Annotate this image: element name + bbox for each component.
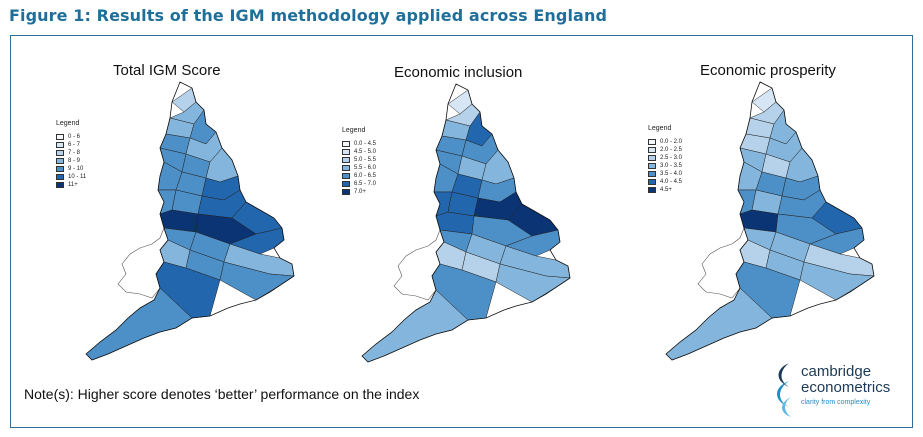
legend-swatch xyxy=(342,173,350,179)
map-economic-inclusion xyxy=(361,83,571,363)
legend-label: 6.5 - 7.0 xyxy=(354,181,377,187)
legend-label: 8 - 9 xyxy=(68,158,81,164)
legend-item: 7 - 8 xyxy=(56,149,86,157)
legend-item: 2.5 - 3.0 xyxy=(648,154,682,162)
england-outline xyxy=(361,83,571,363)
legend-swatch xyxy=(648,155,656,161)
legend-item: 3.0 - 3.5 xyxy=(648,162,682,170)
legend-swatch xyxy=(342,189,350,195)
legend-item: 5.0 - 5.5 xyxy=(342,156,376,164)
legend-swatch xyxy=(648,179,656,185)
legend-swatch xyxy=(56,134,64,140)
legend-item: 8 - 9 xyxy=(56,157,86,165)
logo-tagline: clarity from complexity xyxy=(801,399,871,406)
legend-item: 0.0 - 4.5 xyxy=(342,140,376,148)
legend-economic-inclusion: Legend 0.0 - 4.5 4.5 - 5.0 5.0 - 5.5 5.5 - … xyxy=(342,127,376,196)
legend-label: 0.0 - 2.0 xyxy=(660,139,683,145)
england-outline xyxy=(665,81,875,361)
legend-swatch xyxy=(648,171,656,177)
legend-label: 5.5 - 6.0 xyxy=(354,165,377,171)
legend-label: 2.0 - 2.5 xyxy=(660,147,683,153)
legend-label: 4.0 - 4.5 xyxy=(660,179,683,185)
legend-swatch xyxy=(56,174,64,180)
legend-swatch xyxy=(648,139,656,145)
legend-label: 2.5 - 3.0 xyxy=(660,155,683,161)
legend-title: Legend xyxy=(56,120,80,127)
legend-label: 4.5 - 5.0 xyxy=(354,149,377,155)
legend-swatch xyxy=(56,150,64,156)
legend-item: 9 - 10 xyxy=(56,165,86,173)
legend-total-igm: Legend 0 - 6 6 - 7 7 - 8 8 - 9 9 - 10 10 - 11… xyxy=(56,120,86,189)
legend-item: 0.0 - 2.0 xyxy=(648,138,682,146)
legend-swatch xyxy=(56,182,64,188)
legend-label: 6 - 7 xyxy=(68,142,81,148)
legend-label: 7.0+ xyxy=(354,189,366,195)
legend-item: 4.5+ xyxy=(648,186,682,194)
legend-item: 6.0 - 6.5 xyxy=(342,172,376,180)
legend-swatch xyxy=(56,158,64,164)
legend-title: Legend xyxy=(342,127,366,134)
legend-title: Legend xyxy=(648,125,672,132)
legend-swatch xyxy=(342,157,350,163)
legend-item: 6.5 - 7.0 xyxy=(342,180,376,188)
map-total-igm xyxy=(85,81,295,361)
legend-label: 4.5+ xyxy=(660,187,672,193)
england-outline xyxy=(85,81,295,361)
panel-title-total-igm: Total IGM Score xyxy=(113,62,221,79)
figure-title: Figure 1: Results of the IGM methodology… xyxy=(9,6,608,25)
panel-title-economic-inclusion: Economic inclusion xyxy=(394,64,523,81)
legend-item: 6 - 7 xyxy=(56,141,86,149)
legend-swatch xyxy=(56,142,64,148)
legend-item: 5.5 - 6.0 xyxy=(342,164,376,172)
legend-swatch xyxy=(648,163,656,169)
legend-label: 3.5 - 4.0 xyxy=(660,171,683,177)
panel-title-economic-prosperity: Economic prosperity xyxy=(700,62,836,79)
legend-label: 6.0 - 6.5 xyxy=(354,173,377,179)
legend-swatch xyxy=(648,187,656,193)
legend-item: 10 - 11 xyxy=(56,173,86,181)
legend-item: 7.0+ xyxy=(342,188,376,196)
legend-swatch xyxy=(342,149,350,155)
cambridge-econometrics-logo: cambridge econometrics clarity from comp… xyxy=(767,357,907,422)
legend-swatch xyxy=(342,141,350,147)
legend-item: 3.5 - 4.0 xyxy=(648,170,682,178)
legend-item: 4.5 - 5.0 xyxy=(342,148,376,156)
legend-item: 2.0 - 2.5 xyxy=(648,146,682,154)
legend-item: 4.0 - 4.5 xyxy=(648,178,682,186)
map-economic-prosperity xyxy=(665,81,875,361)
logo-line-1: cambridge xyxy=(801,363,872,380)
legend-label: 5.0 - 5.5 xyxy=(354,157,377,163)
legend-swatch xyxy=(342,165,350,171)
legend-label: 0.0 - 4.5 xyxy=(354,141,377,147)
logo-mark-icon xyxy=(777,363,791,417)
legend-label: 3.0 - 3.5 xyxy=(660,163,683,169)
legend-swatch xyxy=(342,181,350,187)
logo-line-2: econometrics xyxy=(801,379,891,396)
legend-label: 9 - 10 xyxy=(68,166,84,172)
legend-label: 11+ xyxy=(68,182,78,188)
legend-item: 11+ xyxy=(56,181,86,189)
legend-label: 7 - 8 xyxy=(68,150,81,156)
legend-item: 0 - 6 xyxy=(56,133,86,141)
legend-swatch xyxy=(648,147,656,153)
legend-economic-prosperity: Legend 0.0 - 2.0 2.0 - 2.5 2.5 - 3.0 3.0 - … xyxy=(648,125,682,194)
legend-label: 10 - 11 xyxy=(68,174,87,180)
note-text: Note(s): Higher score denotes ‘better’ p… xyxy=(24,386,420,402)
legend-label: 0 - 6 xyxy=(68,134,81,140)
legend-swatch xyxy=(56,166,64,172)
